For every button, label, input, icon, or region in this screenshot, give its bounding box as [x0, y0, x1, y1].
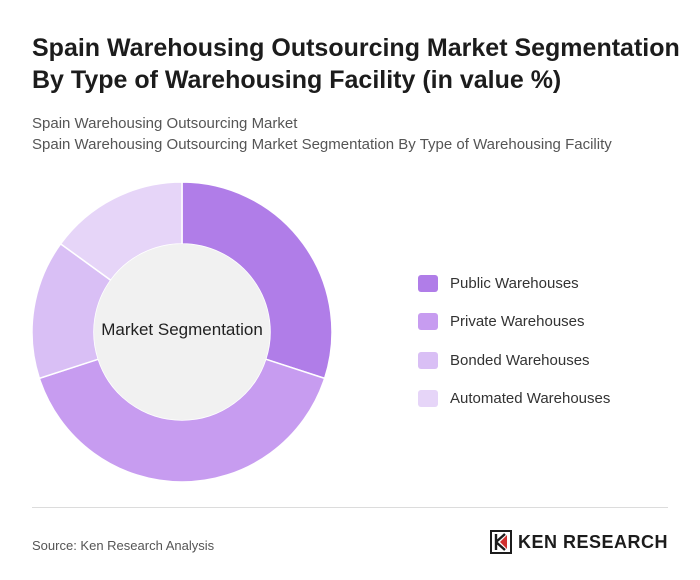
footer-divider [32, 507, 668, 508]
legend-label-automated-warehouses: Automated Warehouses [450, 390, 611, 408]
ken-research-logo: KEN RESEARCH [489, 530, 668, 554]
donut-hole [94, 244, 270, 420]
donut-center-label: Market Segmentation [101, 320, 263, 339]
legend-label-private-warehouses: Private Warehouses [450, 313, 585, 331]
source-note: Source: Ken Research Analysis [32, 538, 215, 553]
legend-label-bonded-warehouses: Bonded Warehouses [450, 351, 590, 369]
ken-research-logo-icon [489, 530, 512, 554]
donut-chart [31, 181, 333, 483]
subtitle-line-2: Spain Warehousing Outsourcing Market Seg… [32, 136, 612, 153]
subtitle-line-1: Spain Warehousing Outsourcing Market [32, 115, 298, 132]
legend-swatch-public-warehouses [418, 274, 438, 292]
legend-swatch-bonded-warehouses [418, 351, 438, 369]
chart-subtitle: Spain Warehousing Outsourcing Market Spa… [32, 113, 682, 155]
legend-item-bonded-warehouses: Bonded Warehouses [418, 341, 610, 380]
chart-legend: Public Warehouses Private Warehouses Bonde… [418, 264, 610, 418]
ken-research-logo-text: KEN RESEARCH [517, 531, 668, 552]
legend-item-public-warehouses: Public Warehouses [418, 264, 610, 303]
legend-item-private-warehouses: Private Warehouses [418, 303, 610, 342]
legend-label-public-warehouses: Public Warehouses [450, 274, 579, 292]
legend-swatch-private-warehouses [418, 313, 438, 331]
legend-item-automated-warehouses: Automated Warehouses [418, 380, 610, 419]
chart-title: Spain Warehousing Outsourcing Market Seg… [32, 34, 680, 94]
legend-swatch-automated-warehouses [418, 390, 438, 408]
